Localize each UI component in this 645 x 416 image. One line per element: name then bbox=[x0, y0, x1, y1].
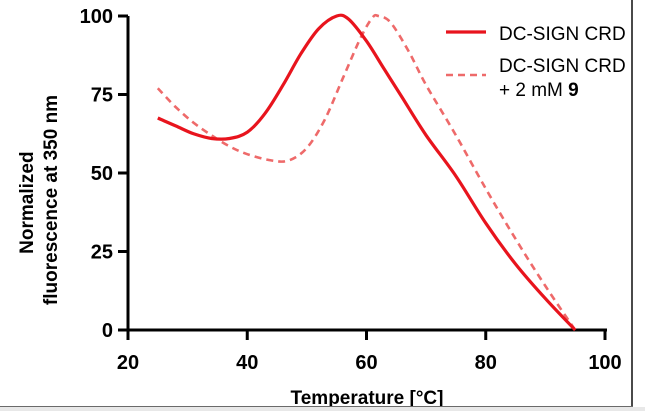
legend-label-dc-sign-crd: DC-SIGN CRD bbox=[499, 24, 626, 45]
frame-edge-bottom bbox=[0, 406, 633, 407]
legend: DC-SIGN CRD DC-SIGN CRD + 2 mM 9 bbox=[446, 24, 626, 101]
legend-label-part: 9 bbox=[568, 80, 579, 101]
y-axis-label-line-2: fluorescence at 350 nm bbox=[41, 95, 62, 305]
series-line-dc-sign-crd bbox=[157, 13, 577, 332]
y-tick-label: 25 bbox=[91, 242, 113, 264]
legend-label-part: DC-SIGN CRD bbox=[499, 56, 626, 77]
x-tick-label: 80 bbox=[475, 352, 497, 374]
x-tick-label: 60 bbox=[355, 352, 377, 374]
legend-label-part: + 2 mM bbox=[499, 80, 568, 101]
frame-edge-bottom-fill bbox=[0, 407, 645, 411]
series-line-dc-sign-crd-plus-9 bbox=[156, 13, 577, 331]
x-axis-label: Temperature [°C] bbox=[291, 388, 444, 409]
frame-edge-right bbox=[631, 0, 633, 411]
y-tick-label: 75 bbox=[91, 85, 113, 107]
legend-label-dc-sign-crd-plus-9: DC-SIGN CRD + 2 mM 9 bbox=[499, 56, 626, 101]
ticks: 0 25 50 75 100 20 40 60 80 100 bbox=[80, 6, 622, 374]
y-tick-label: 50 bbox=[91, 163, 113, 185]
y-axis-label: Normalized fluorescence at 350 nm bbox=[17, 95, 62, 305]
y-tick-label: 100 bbox=[80, 6, 113, 28]
y-tick-label: 0 bbox=[102, 320, 113, 342]
series-lines bbox=[156, 13, 577, 332]
x-tick-label: 20 bbox=[117, 352, 139, 374]
x-tick-label: 40 bbox=[236, 352, 258, 374]
y-axis-label-line-1: Normalized bbox=[17, 151, 38, 253]
x-tick-label: 100 bbox=[588, 352, 621, 374]
